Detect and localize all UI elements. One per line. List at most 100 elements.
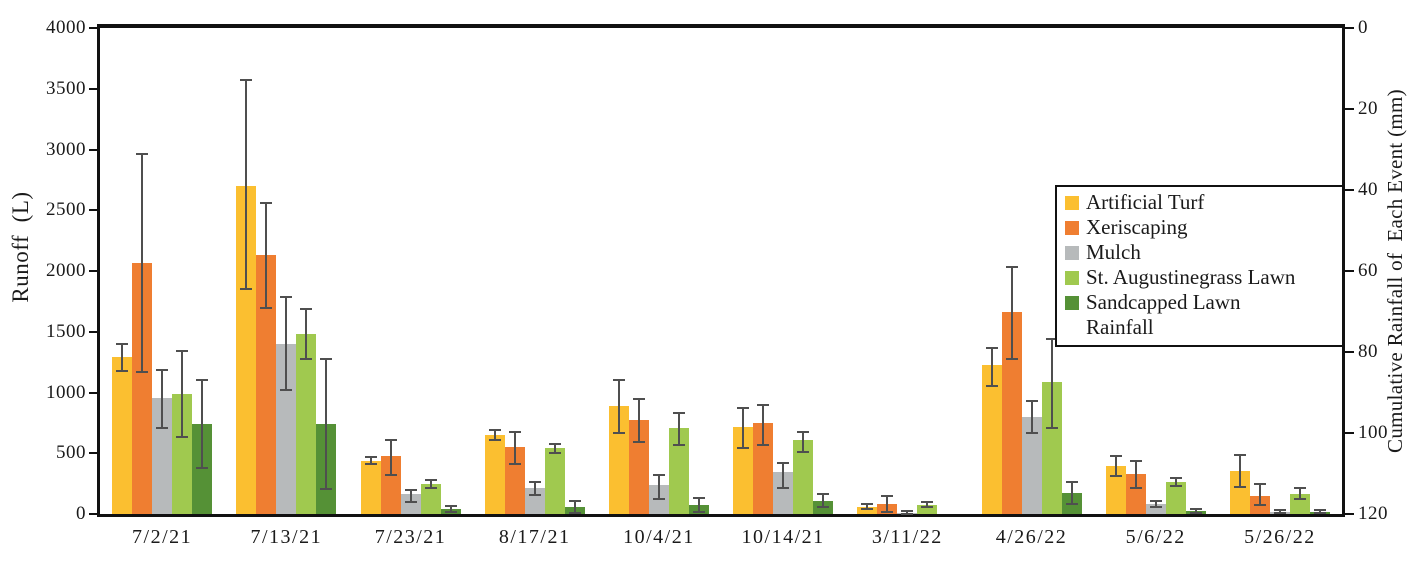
error-bar-cap (985, 346, 998, 349)
error-bar-cap (508, 430, 521, 433)
error-bar (1050, 339, 1053, 429)
error-bar (1030, 401, 1033, 434)
right-tick-label: 120 (1358, 503, 1388, 524)
bar (1229, 470, 1250, 514)
error-bar-cap (921, 501, 934, 504)
error-bar (637, 398, 640, 442)
bar (1165, 481, 1186, 514)
legend-entry: Mulch (1065, 240, 1336, 265)
legend-entry: Artificial Turf (1065, 190, 1336, 215)
right-tick-label: 0 (1358, 17, 1368, 38)
error-bar-cap (404, 489, 417, 492)
error-bar-cap (260, 307, 273, 310)
error-bar-cap (1005, 266, 1018, 269)
bar (793, 439, 814, 514)
error-bar (886, 495, 889, 513)
x-axis-date-label: 7/2/21 (132, 526, 193, 548)
error-bar-cap (1233, 454, 1246, 457)
error-bar-cap (1189, 512, 1202, 515)
error-bar (697, 498, 700, 512)
error-bar (782, 462, 785, 489)
error-bar-cap (300, 358, 313, 361)
plot-area: Artificial Turf Xeriscaping Mulch St. Augus… (97, 24, 1345, 517)
error-bar (1134, 461, 1137, 488)
right-tick-mark (1345, 432, 1354, 434)
error-bar-cap (280, 295, 293, 298)
error-bar (285, 296, 288, 391)
left-tick-label: 4000 (46, 17, 86, 38)
error-bar-cap (797, 430, 810, 433)
error-bar (573, 501, 576, 513)
error-bar-cap (817, 506, 830, 509)
right-tick-mark (1345, 351, 1354, 353)
error-bar (553, 443, 556, 454)
error-bar (513, 431, 516, 464)
error-bar-cap (300, 308, 313, 311)
error-bar (449, 506, 452, 513)
right-tick-label: 100 (1358, 422, 1388, 443)
error-bar-cap (921, 506, 934, 509)
error-bar (1154, 501, 1157, 508)
error-bar (926, 502, 929, 508)
legend-swatch (1065, 270, 1079, 285)
left-tick-mark (89, 87, 98, 90)
error-bar-cap (737, 406, 750, 409)
error-bar (141, 154, 144, 372)
error-bar-cap (1293, 498, 1306, 501)
error-bar-cap (1025, 400, 1038, 402)
error-bar-cap (280, 389, 293, 392)
error-bar (617, 379, 620, 434)
error-bar-cap (1025, 432, 1038, 435)
error-bar-cap (1253, 504, 1266, 507)
x-axis-date-label: 10/14/21 (741, 526, 825, 548)
error-bar-cap (260, 201, 273, 204)
legend-label: Artificial Turf (1086, 190, 1205, 214)
error-bar-cap (568, 511, 581, 514)
bar (917, 504, 938, 514)
left-tick-label: 3500 (46, 77, 86, 99)
left-axis-title: Runoff (L) (8, 191, 33, 303)
error-bar (1114, 455, 1117, 477)
error-bar-cap (901, 509, 914, 512)
error-bar-cap (1005, 358, 1018, 361)
error-bar-cap (1293, 486, 1306, 489)
legend-swatch (1065, 245, 1079, 260)
right-tick-mark (1345, 27, 1354, 29)
error-bar-cap (1273, 509, 1286, 512)
error-bar-cap (1313, 511, 1326, 514)
legend-entry: Xeriscaping (1065, 215, 1336, 240)
error-bar-cap (672, 411, 685, 414)
error-bar-cap (444, 511, 457, 514)
error-bar-cap (612, 378, 625, 381)
bar (1145, 504, 1166, 514)
error-bar-cap (384, 474, 397, 477)
error-bar-cap (176, 350, 189, 353)
left-tick-mark (89, 391, 98, 394)
bar (1041, 381, 1062, 514)
error-bar-cap (1065, 481, 1078, 484)
error-bar (822, 493, 825, 508)
error-bar-cap (528, 481, 541, 484)
bar (256, 255, 277, 514)
legend-label: St. Augustinegrass Lawn (1086, 265, 1296, 289)
left-tick-mark (89, 27, 98, 29)
error-bar-cap (1313, 509, 1326, 512)
error-bar-cap (568, 500, 581, 503)
error-bar-cap (1169, 485, 1182, 488)
error-bar (802, 431, 805, 453)
error-bar (657, 474, 660, 500)
left-tick-mark (89, 330, 98, 333)
legend-label: Mulch (1086, 240, 1141, 264)
right-tick-label: 60 (1358, 260, 1378, 281)
error-bar-cap (652, 498, 665, 501)
error-bar (325, 359, 328, 490)
error-bar-cap (136, 370, 149, 373)
legend-label: Xeriscaping (1086, 215, 1188, 239)
left-tick-mark (89, 148, 98, 151)
error-bar-cap (757, 403, 770, 406)
legend-swatch (1065, 295, 1079, 310)
x-axis-date-label: 10/4/21 (623, 526, 695, 548)
x-axis-date-label: 7/23/21 (374, 526, 447, 548)
x-axis-date-label: 3/11/22 (871, 526, 943, 548)
bar (296, 334, 317, 514)
